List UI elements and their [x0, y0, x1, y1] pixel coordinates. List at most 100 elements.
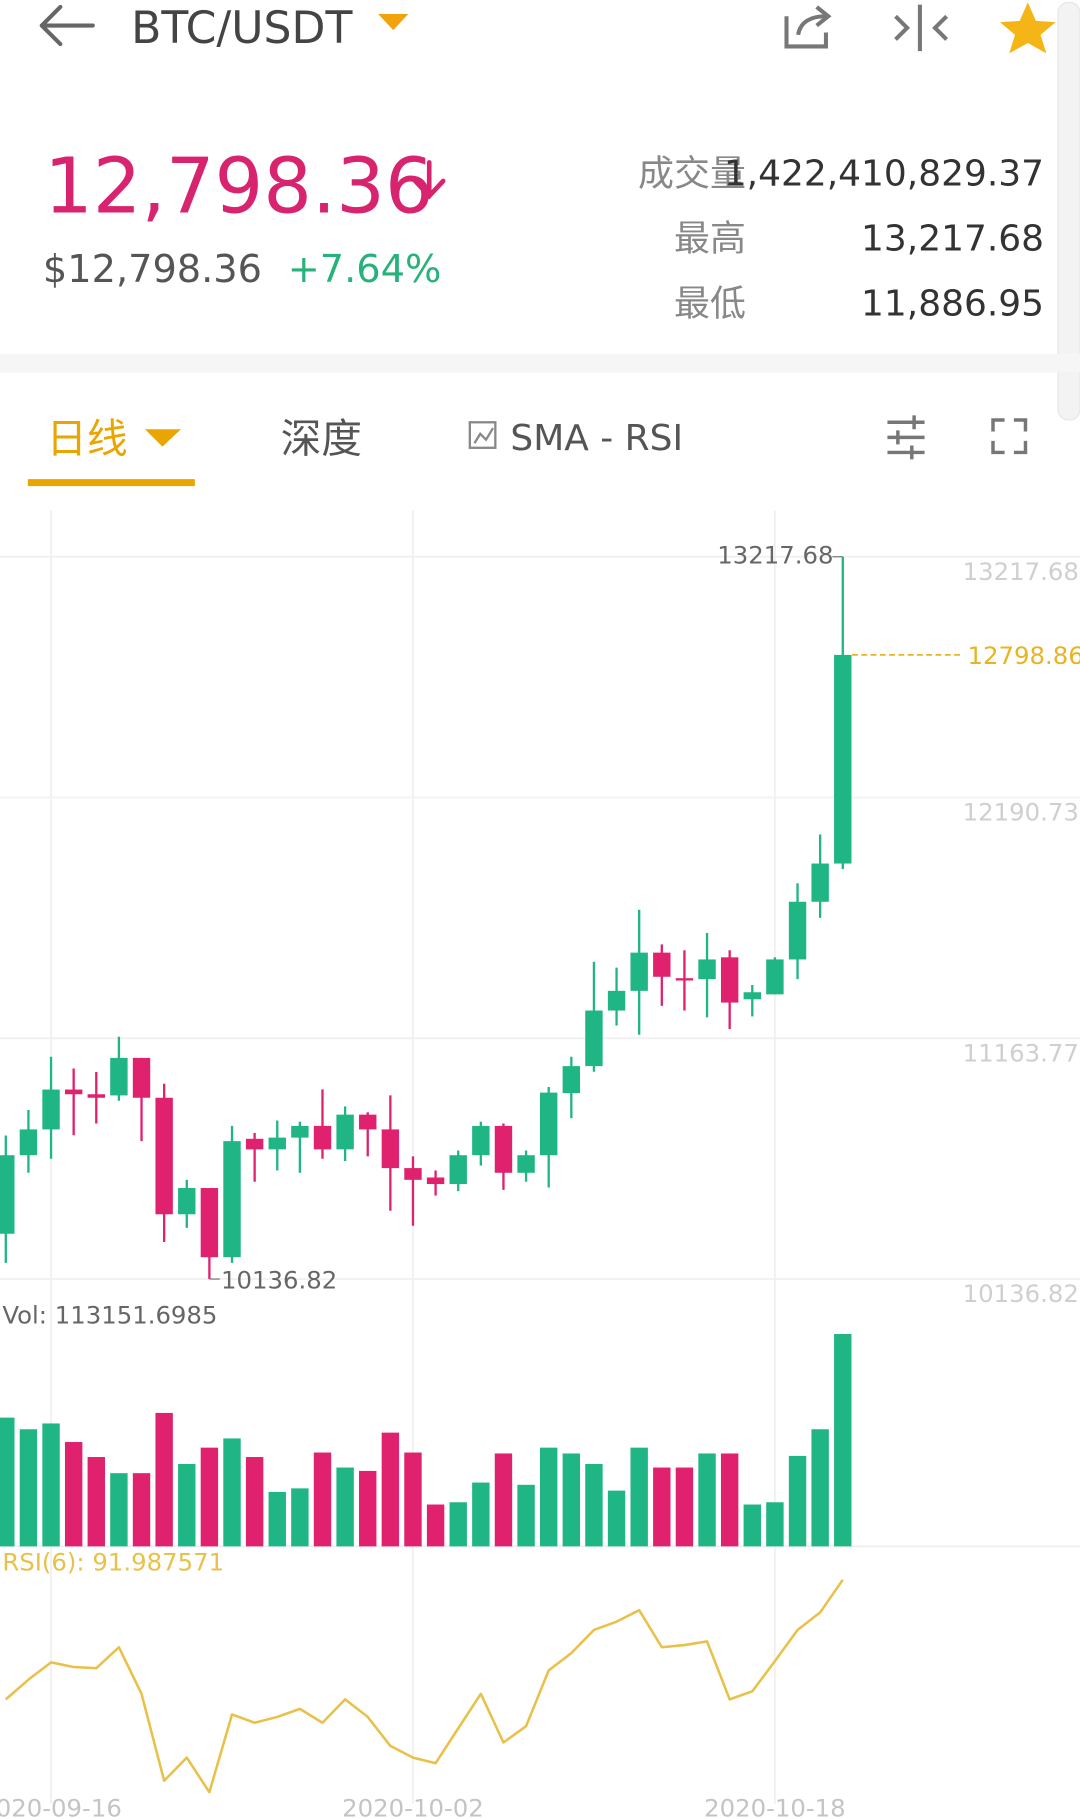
- candle-body: [155, 1097, 173, 1215]
- candle-body: [0, 1155, 15, 1234]
- tab[interactable]: 深度: [281, 414, 362, 462]
- settings-button[interactable]: [887, 415, 925, 460]
- stat-label: 最高: [674, 219, 746, 260]
- candle-body: [766, 959, 784, 995]
- volume-bar: [811, 1429, 829, 1547]
- ticker: 12,798.36 $12,798.36 +7.64% 成交量 1,422,41…: [43, 142, 1044, 324]
- volume-bar: [675, 1467, 694, 1547]
- candle-body: [132, 1057, 151, 1098]
- y-tick-label: 13217.68: [963, 557, 1079, 586]
- volume-bar: [743, 1504, 761, 1547]
- volume-bar: [630, 1447, 648, 1547]
- stat-label: 最低: [674, 284, 746, 325]
- volume-bar: [607, 1490, 626, 1547]
- rsi-line: [4, 1579, 844, 1794]
- share-button[interactable]: [784, 5, 832, 49]
- pair-dropdown-icon[interactable]: [378, 13, 409, 31]
- volume-bar: [720, 1453, 739, 1547]
- tab-active[interactable]: 日线: [46, 414, 127, 462]
- candle-body: [313, 1125, 332, 1150]
- volume-bar: [0, 1417, 15, 1547]
- candle-body: [494, 1125, 513, 1173]
- volume-bar: [178, 1463, 196, 1547]
- candle-body: [64, 1089, 83, 1095]
- candle-body: [834, 654, 852, 864]
- volume-bar: [42, 1423, 60, 1547]
- volume-bar: [540, 1447, 558, 1547]
- candle-body: [42, 1089, 60, 1130]
- volume-bar: [472, 1482, 490, 1547]
- compare-button[interactable]: [894, 4, 949, 52]
- candle-body: [268, 1137, 286, 1150]
- volume-bar: [517, 1484, 535, 1547]
- candle-body: [472, 1125, 490, 1156]
- tab-underline: [27, 479, 195, 487]
- candle-body: [811, 863, 829, 902]
- volume-bar: [64, 1442, 83, 1547]
- min-label: 10136.82: [221, 1265, 337, 1294]
- volume-bar: [223, 1438, 241, 1547]
- volume-bar: [110, 1473, 128, 1547]
- candle-body: [359, 1114, 377, 1130]
- y-tick-label: 10136.82: [963, 1279, 1079, 1308]
- candle-body: [607, 990, 626, 1011]
- volume-bar: [653, 1467, 671, 1547]
- candle-body: [291, 1125, 309, 1138]
- candle-body: [698, 959, 716, 980]
- scrollbar: [1057, 1, 1080, 421]
- candle-body: [223, 1141, 241, 1258]
- down-arrow-icon: [412, 160, 446, 200]
- volume-bar: [336, 1467, 354, 1547]
- favorite-star[interactable]: [999, 2, 1056, 54]
- candle-body: [743, 992, 761, 1000]
- candle-body: [788, 901, 807, 960]
- volume-bar: [268, 1491, 286, 1547]
- last-price-label: 12798.86: [967, 641, 1080, 670]
- volume-bar: [449, 1502, 467, 1547]
- volume-bar: [155, 1412, 173, 1547]
- last-price: 12,798.36: [44, 142, 434, 231]
- pair-title[interactable]: BTC/USDT: [131, 3, 353, 54]
- volume-bar: [404, 1452, 422, 1547]
- candle-body: [517, 1155, 535, 1173]
- tab[interactable]: SMA - RSI: [510, 418, 683, 459]
- volume-bar: [426, 1504, 445, 1547]
- fullscreen-button[interactable]: [991, 418, 1028, 455]
- volume-bar: [87, 1457, 105, 1547]
- candle-body: [178, 1188, 196, 1215]
- back-button[interactable]: [39, 4, 95, 47]
- section-divider: [0, 353, 1080, 373]
- volume-bar: [19, 1429, 38, 1547]
- x-tick-label: 2020-10-02: [342, 1794, 484, 1819]
- candle-body: [200, 1188, 219, 1258]
- x-tick-label: 2020-09-16: [0, 1794, 122, 1819]
- candle-body: [381, 1129, 400, 1169]
- stat-value: 13,217.68: [861, 219, 1044, 260]
- volume-bar: [788, 1455, 807, 1547]
- volume-bar: [766, 1502, 784, 1547]
- candle-body: [585, 1010, 603, 1067]
- x-tick-label: 2020-10-18: [704, 1794, 846, 1819]
- rsi-label: RSI(6): 91.987571: [2, 1548, 224, 1577]
- volume-bar: [245, 1457, 264, 1547]
- candle-body: [720, 957, 739, 1003]
- volume-bar: [585, 1463, 603, 1547]
- volume-bar: [313, 1452, 332, 1547]
- candle-body: [449, 1155, 467, 1185]
- max-label: 13217.68: [717, 541, 833, 570]
- usd-price: $12,798.36: [43, 247, 262, 292]
- stat-value: 1,422,410,829.37: [724, 154, 1044, 195]
- stat-label: 成交量: [638, 154, 746, 195]
- volume-label: Vol: 113151.6985: [2, 1301, 217, 1330]
- candle-body: [630, 952, 648, 991]
- indicator-icon: [468, 421, 497, 449]
- candle-body: [426, 1177, 445, 1185]
- volume-bar: [200, 1447, 219, 1547]
- candle-body: [110, 1057, 128, 1096]
- candle-body: [540, 1092, 558, 1156]
- volume-bar: [359, 1470, 377, 1547]
- volume-bar: [132, 1473, 151, 1547]
- tab-dropdown-icon[interactable]: [145, 429, 181, 447]
